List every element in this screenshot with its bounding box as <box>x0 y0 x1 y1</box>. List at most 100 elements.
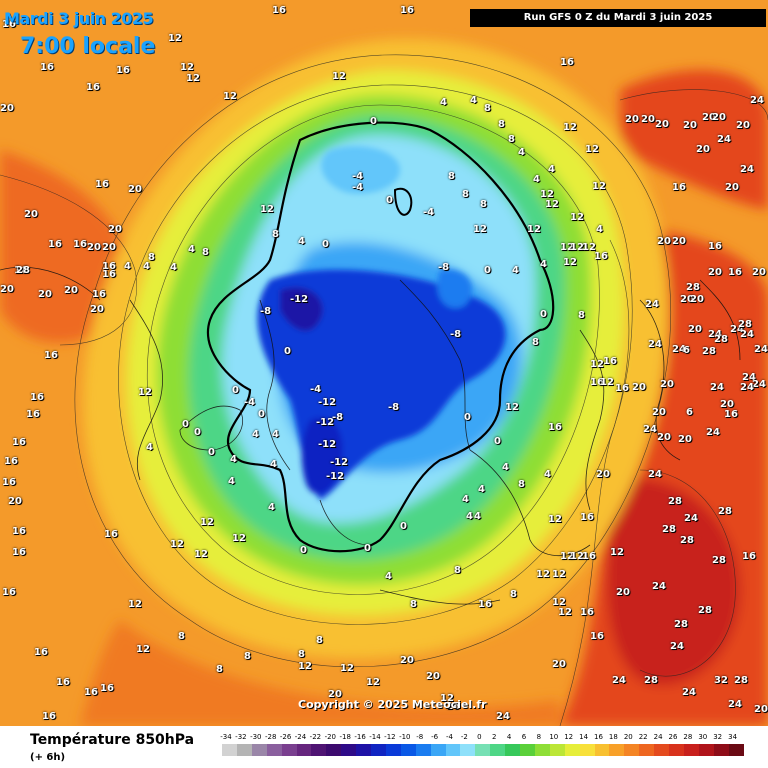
isotherm-label: 0 <box>386 195 393 206</box>
isotherm-label: 20 <box>328 689 342 700</box>
scale-tick-label: 4 <box>506 733 512 741</box>
isotherm-label: -8 <box>332 412 344 423</box>
isotherm-label: 24 <box>645 299 659 310</box>
isotherm-label: 28 <box>16 265 30 276</box>
isotherm-label: 0 <box>284 346 291 357</box>
isotherm-label: 16 <box>672 182 686 193</box>
isotherm-label: 28 <box>718 506 732 517</box>
isotherm-label: 0 <box>400 521 407 532</box>
isotherm-label: 24 <box>750 95 764 106</box>
isotherm-label: 20 <box>720 399 734 410</box>
isotherm-label: 0 <box>208 447 215 458</box>
isotherm-label: 12 <box>168 33 182 44</box>
isotherm-label: 24 <box>496 711 510 722</box>
isotherm-label: 24 <box>672 344 686 355</box>
isotherm-label: 28 <box>712 555 726 566</box>
isotherm-label: 12 <box>138 387 152 398</box>
scale-tick-label: -32 <box>235 733 247 741</box>
scale-swatch <box>639 744 655 756</box>
scale-swatch <box>475 744 491 756</box>
isotherm-label: -12 <box>330 457 349 468</box>
isotherm-label: 4 <box>462 494 469 505</box>
isotherm-label: 12 <box>232 533 246 544</box>
isotherm-label: 28 <box>702 346 716 357</box>
isotherm-label: 4 <box>596 224 603 235</box>
isotherm-label: 12 <box>540 189 554 200</box>
isotherm-label: 4 <box>230 454 237 465</box>
isotherm-label: 28 <box>674 619 688 630</box>
isotherm-label: 20 <box>657 236 671 247</box>
isotherm-label: 16 <box>102 269 116 280</box>
legend-bar: Température 850hPa (+ 6h) -34 -32 -30 -28 -2… <box>0 726 768 768</box>
copyright-notice: Copyright © 2025 Meteociel.fr <box>298 698 487 711</box>
isotherm-label: 4 <box>146 442 153 453</box>
isotherm-label: 0 <box>494 436 501 447</box>
isotherm-label: 6 <box>683 345 690 356</box>
isotherm-label: 16 <box>48 239 62 250</box>
isotherm-label: 4 <box>124 261 131 272</box>
scale-swatch <box>683 744 700 756</box>
scale-swatch <box>445 744 461 756</box>
isotherm-zero <box>207 121 555 553</box>
isotherm-label: 16 <box>582 551 596 562</box>
isotherm-label: 20 <box>683 120 697 131</box>
isotherm-label: 16 <box>40 62 54 73</box>
model-run-banner: Run GFS 0 Z du Mardi 3 juin 2025 <box>470 9 766 27</box>
isotherm-label: 12 <box>194 549 208 560</box>
isotherm-label: 8 <box>480 199 487 210</box>
isotherm-label: 20 <box>128 184 142 195</box>
scale-swatch <box>713 744 730 756</box>
scale-tick-label: -6 <box>431 733 439 741</box>
isotherm-label: 12 <box>552 569 566 580</box>
field-cold-tongue <box>301 417 343 494</box>
scale-tick-label: -16 <box>354 733 366 741</box>
isotherm-label: 12 <box>570 212 584 223</box>
isotherm-label: 16 <box>548 422 562 433</box>
scale-swatch <box>549 744 566 756</box>
isotherm-label: 20 <box>690 294 704 305</box>
isotherm-label: 4 <box>170 262 177 273</box>
isotherm-label: 20 <box>0 103 14 114</box>
isotherm-label: 16 <box>580 607 594 618</box>
isotherm-label: 20 <box>38 289 52 300</box>
isotherm-label: -4 <box>310 384 322 395</box>
isotherm-label: 12 <box>128 599 142 610</box>
isotherm-label: 12 <box>223 91 237 102</box>
isotherm-label: -8 <box>260 306 272 317</box>
isotherm-label: 20 <box>596 469 610 480</box>
isotherm-label: 16 <box>95 179 109 190</box>
scale-tick-label: 18 <box>608 733 618 741</box>
scale-swatch <box>624 744 640 756</box>
isotherm-label: 12 <box>180 62 194 73</box>
isotherm-label: 12 <box>585 144 599 155</box>
isotherm-label: 12 <box>563 122 577 133</box>
scale-swatch <box>296 744 312 756</box>
isotherm-label: 16 <box>92 289 106 300</box>
isotherm-label: 24 <box>670 641 684 652</box>
isotherm-label: 24 <box>708 329 722 340</box>
scale-tick-label: 10 <box>549 733 559 741</box>
isotherm-label: 8 <box>148 252 155 263</box>
isotherm-label: 16 <box>580 512 594 523</box>
isotherm-label: 20 <box>90 304 104 315</box>
isotherm-label: 28 <box>698 605 712 616</box>
forecast-step: (+ 6h) <box>30 752 66 763</box>
isotherm-label: 12 <box>505 402 519 413</box>
coastlines <box>0 266 741 605</box>
scale-swatch <box>326 744 342 756</box>
isotherm-label: 12 <box>592 181 606 192</box>
isotherm-label: 16 <box>742 551 756 562</box>
isotherm-label: 12 <box>136 644 150 655</box>
scale-tick-label: 22 <box>638 733 648 741</box>
isotherm-label: 4 <box>512 265 519 276</box>
isotherm-label: 20 <box>657 432 671 443</box>
isotherm-label: 16 <box>590 631 604 642</box>
isotherm-label: 16 <box>102 261 116 272</box>
isotherm-label: 24 <box>754 344 768 355</box>
isotherm-label: 24 <box>752 379 766 390</box>
isotherm-label: 16 <box>446 701 460 712</box>
scale-tick-label: -18 <box>339 733 351 741</box>
isotherm-label: 0 <box>370 116 377 127</box>
isotherm-label: 20 <box>712 112 726 123</box>
isotherm-label: 28 <box>662 524 676 535</box>
